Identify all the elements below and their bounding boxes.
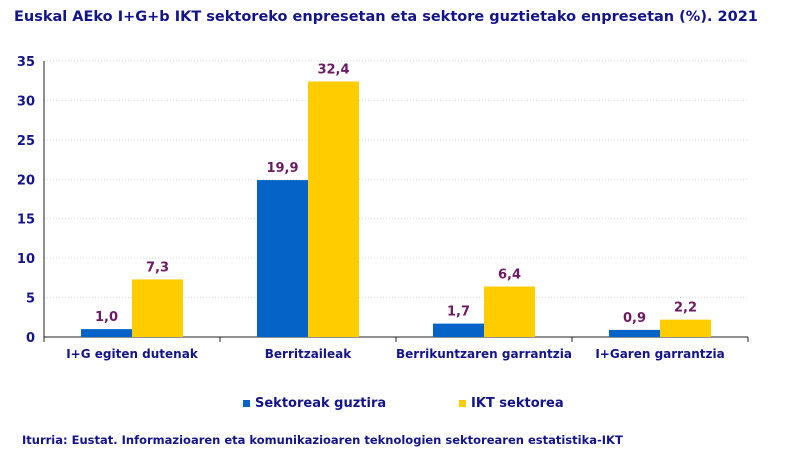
y-tick-label: 35 [17, 55, 35, 70]
data-label: 32,4 [317, 63, 349, 78]
bar-ikt-sektorea [660, 319, 711, 337]
data-label: 6,4 [498, 268, 521, 283]
bar-sektoreak-guztira [433, 323, 484, 337]
data-label: 1,0 [95, 310, 118, 325]
legend-label-series-1: Sektoreak guztira [255, 396, 387, 411]
legend-item-series-1: Sektoreak guztira [243, 396, 386, 411]
source-note: Iturria: Eustat. Informazioaren eta komu… [22, 433, 623, 447]
legend-swatch-series-1 [243, 400, 250, 407]
chart-title: Euskal AEko I+G+b IKT sektoreko enpreset… [14, 9, 758, 25]
legend-label-series-2: IKT sektorea [471, 396, 564, 411]
bar-ikt-sektorea [132, 279, 183, 337]
x-tick-label: I+Garen garrantzia [595, 347, 724, 361]
x-tick-label: Berritzaileak [265, 347, 353, 361]
y-tick-label: 10 [17, 252, 35, 267]
bar-chart: 0 5 10 15 20 25 30 35 1,0 7,3 I+G egiten dutenak 19… [17, 55, 749, 361]
y-tick-label: 20 [17, 173, 35, 188]
x-tick-label: I+G egiten dutenak [66, 347, 199, 361]
x-tick-label: Berrikuntzaren garrantzia [396, 347, 572, 361]
bar-ikt-sektorea [484, 286, 535, 337]
bar-sektoreak-guztira [257, 180, 308, 337]
bar-sektoreak-guztira [609, 329, 660, 337]
data-label: 0,9 [623, 311, 646, 326]
legend-item-series-2: IKT sektorea [459, 396, 564, 411]
legend-swatch-series-2 [459, 400, 466, 407]
data-label: 19,9 [266, 161, 298, 176]
y-tick-label: 25 [17, 134, 35, 149]
y-tick-label: 15 [17, 213, 35, 228]
data-label: 7,3 [146, 260, 169, 275]
y-tick-label: 30 [17, 94, 35, 109]
bar-ikt-sektorea [308, 81, 359, 337]
data-label: 1,7 [447, 305, 470, 320]
bar-sektoreak-guztira [81, 329, 132, 337]
data-label: 2,2 [674, 301, 697, 316]
y-tick-label: 5 [26, 292, 35, 307]
y-tick-label: 0 [26, 331, 35, 346]
